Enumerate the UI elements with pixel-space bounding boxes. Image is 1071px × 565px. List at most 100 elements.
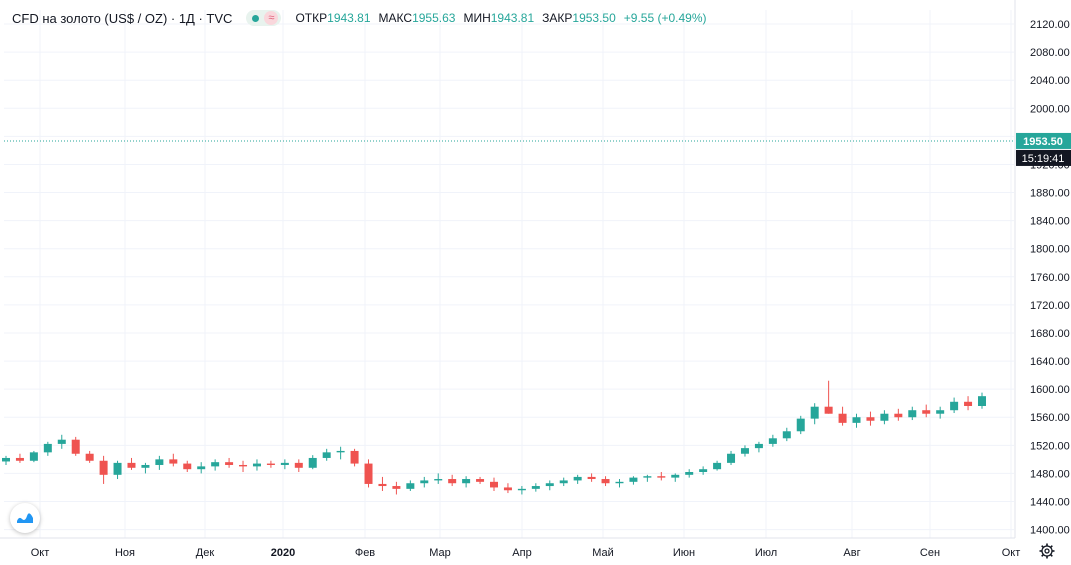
candle-body	[936, 410, 945, 414]
candle-body	[587, 476, 596, 480]
time-badge-bg	[1016, 149, 1071, 166]
candle-body	[657, 476, 666, 478]
candle-body	[127, 462, 136, 468]
x-tick-label: Ноя	[115, 547, 135, 559]
y-tick-label: 1680.00	[1030, 328, 1070, 340]
y-tick-label: 2080.00	[1030, 47, 1070, 59]
candle-body	[448, 479, 457, 484]
candle-body	[978, 396, 986, 406]
x-tick-label: Окт	[1002, 547, 1021, 559]
market-status-pill[interactable]: ≈	[246, 10, 282, 26]
candle-body	[294, 462, 303, 468]
candle-body	[699, 469, 708, 472]
candle-body	[908, 410, 917, 418]
candle-body	[852, 417, 861, 423]
candle-body	[252, 463, 261, 467]
candle-body	[141, 464, 150, 468]
candle-body	[922, 410, 931, 414]
candle-body	[615, 481, 624, 484]
y-tick-label: 1400.00	[1030, 525, 1070, 537]
candle-body	[364, 463, 373, 484]
low-label: МИН	[463, 11, 491, 25]
wave-icon: ≈	[264, 11, 279, 25]
candle-body	[211, 462, 220, 467]
x-tick-label: Май	[592, 547, 614, 559]
y-tick-label: 1440.00	[1030, 496, 1070, 508]
candle-body	[950, 401, 959, 411]
candle-body	[420, 480, 429, 484]
candle-body	[225, 462, 234, 465]
y-tick-label: 1640.00	[1030, 356, 1070, 368]
x-tick-label: Авг	[843, 547, 860, 559]
candle-body	[155, 459, 164, 465]
candle-body	[838, 413, 847, 423]
candle-body	[824, 406, 833, 414]
y-tick-label: 2000.00	[1030, 103, 1070, 115]
tradingview-logo-icon[interactable]	[10, 503, 40, 533]
candle-body	[71, 439, 80, 454]
x-tick-label: Окт	[31, 547, 50, 559]
candle-body	[782, 431, 791, 439]
candle-body	[490, 481, 498, 488]
candle-body	[740, 448, 749, 454]
candle-body	[406, 483, 415, 489]
candle-body	[545, 483, 554, 487]
y-tick-label: 1600.00	[1030, 384, 1070, 396]
candle-body	[727, 453, 736, 463]
candle-body	[336, 450, 345, 453]
candle-body	[573, 476, 582, 481]
chart-legend: CFD на золото (US$ / OZ) · 1Д · TVC ≈ ОТ…	[12, 9, 707, 27]
candle-body	[85, 453, 94, 461]
x-tick-label: 2020	[271, 547, 295, 559]
candle-body	[713, 462, 722, 470]
y-tick-label: 1560.00	[1030, 412, 1070, 424]
candles	[2, 380, 986, 495]
price-badge: 1953.50	[1023, 136, 1063, 148]
candle-body	[964, 401, 973, 406]
close-value: 1953.50	[572, 11, 616, 25]
low-value: 1943.81	[490, 11, 535, 25]
candle-body	[880, 413, 889, 421]
y-tick-label: 1880.00	[1030, 188, 1070, 200]
candle-body	[2, 457, 10, 462]
candle-body	[503, 487, 512, 491]
candle-body	[43, 443, 52, 453]
x-tick-label: Дек	[196, 547, 215, 559]
high-value: 1955.63	[412, 11, 456, 25]
y-tick-label: 1720.00	[1030, 300, 1070, 312]
time-badge: 15:19:41	[1022, 153, 1065, 165]
candle-body	[810, 406, 819, 419]
change-value: +9.55 (+0.49%)	[623, 11, 707, 25]
open-value: 1943.81	[327, 11, 371, 25]
candle-body	[476, 479, 485, 482]
y-tick-label: 1760.00	[1030, 272, 1070, 284]
candle-body	[531, 486, 540, 489]
candle-body	[57, 439, 66, 444]
candle-body	[768, 438, 777, 444]
candle-body	[280, 462, 289, 465]
candle-body	[434, 479, 443, 481]
candle-body	[197, 466, 206, 470]
candle-body	[169, 459, 178, 464]
y-tick-label: 2040.00	[1030, 75, 1070, 87]
symbol-title[interactable]: CFD на золото (US$ / OZ) · 1Д · TVC	[12, 10, 233, 26]
candle-body	[378, 483, 387, 487]
candle-body	[350, 450, 359, 464]
gear-icon[interactable]	[1038, 542, 1056, 560]
candle-body	[866, 417, 875, 421]
candle-body	[796, 418, 805, 432]
x-tick-label: Фев	[355, 547, 375, 559]
candle-body	[239, 464, 248, 467]
x-tick-label: Апр	[512, 547, 531, 559]
open-label: ОТКР	[295, 11, 328, 25]
candle-body	[15, 457, 24, 461]
candle-body	[754, 443, 763, 449]
candle-body	[29, 452, 38, 461]
x-tick-label: Июл	[755, 547, 777, 559]
x-tick-label: Мар	[429, 547, 451, 559]
y-tick-label: 1800.00	[1030, 244, 1070, 256]
high-label: МАКС	[378, 11, 413, 25]
candle-body	[183, 463, 192, 470]
